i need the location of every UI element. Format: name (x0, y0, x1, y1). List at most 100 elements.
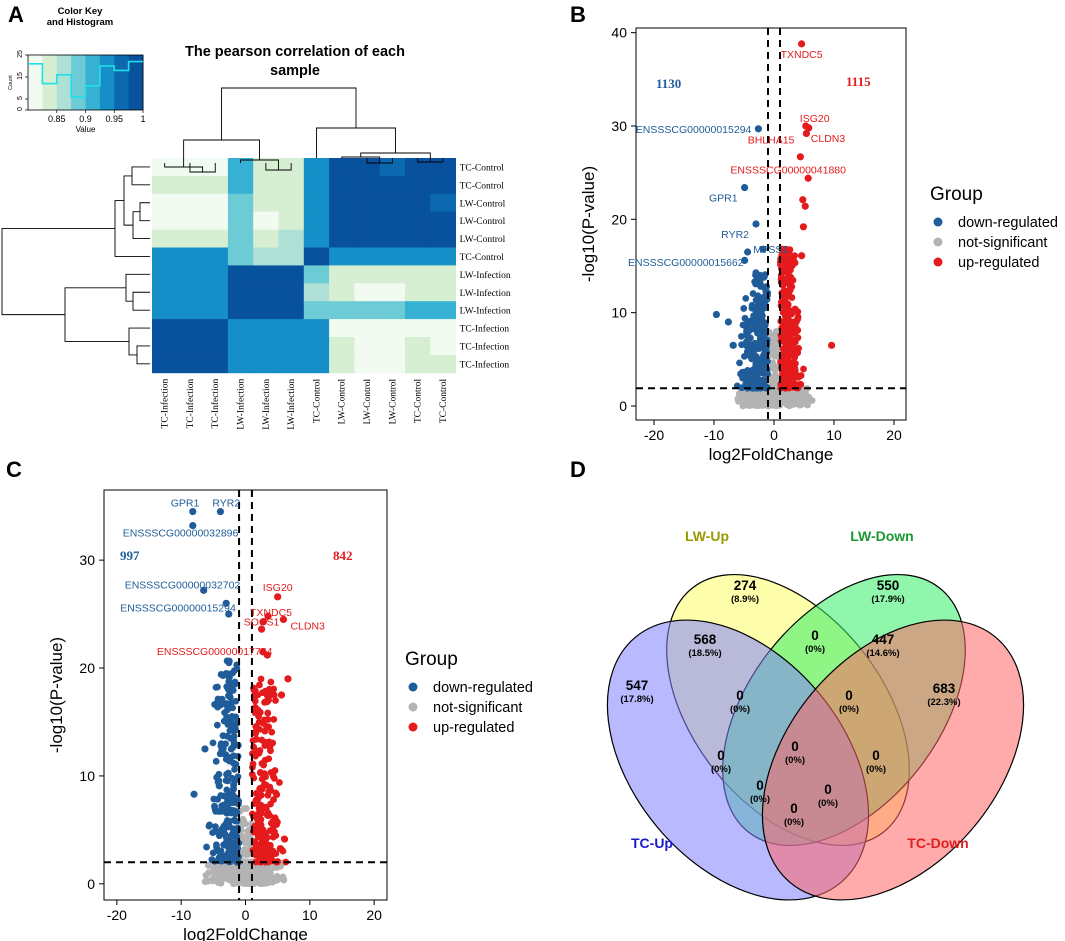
point-up-regulated (267, 678, 275, 686)
point-down-regulated (222, 842, 230, 849)
point-up-regulated (252, 723, 260, 730)
heatmap-cell (379, 265, 406, 284)
point-not-significant (790, 401, 797, 408)
heatmap-cell (329, 175, 355, 195)
heatmap-cell (253, 193, 279, 213)
heatmap-cell (253, 301, 279, 320)
heatmap-cell (379, 283, 406, 302)
heatmap-cell (329, 193, 355, 213)
heatmap-cell (227, 211, 254, 230)
heatmap-cell (379, 337, 406, 356)
point-up-regulated (805, 124, 813, 132)
point-up-regulated (258, 775, 266, 783)
heatmap-col-dendrogram-branch (316, 127, 396, 158)
point-up-regulated (259, 783, 267, 791)
point-down-regulated (218, 825, 226, 833)
heatmap-cell (329, 354, 355, 374)
point-down-regulated (752, 271, 759, 279)
y-tick-label: 10 (79, 768, 95, 784)
point-up-regulated (263, 691, 271, 699)
venn-region-percent: (0%) (784, 817, 804, 828)
point-down-regulated (228, 832, 235, 840)
venn-set-tc-down (761, 619, 1025, 901)
point-up-regulated (254, 691, 262, 699)
heatmap-row-label: LW-Control (460, 199, 506, 209)
legend-item: up-regulated (958, 255, 1039, 271)
heatmap-row-dendrogram-branch (132, 291, 150, 311)
y-axis-label: -log10(P-value) (579, 166, 598, 282)
gene-label: ENSSSCG00000032896 (123, 528, 239, 540)
point-not-significant (231, 879, 238, 887)
point-up-regulated (248, 810, 256, 818)
point-not-significant (734, 395, 742, 403)
venn-set-label: TC-Up (631, 835, 673, 851)
heatmap-cell (202, 175, 229, 195)
venn-region-count: 547 (626, 678, 649, 693)
point-up-regulated (780, 354, 788, 361)
x-tick-label: 10 (302, 907, 318, 923)
point-up-regulated (796, 381, 803, 389)
heatmap-cell (379, 247, 406, 266)
heatmap-cell (430, 175, 456, 195)
point-not-significant (770, 345, 778, 353)
point-not-significant (241, 833, 249, 841)
point-up-regulated (794, 334, 802, 342)
point-down-regulated (764, 357, 771, 365)
heatmap-cell (329, 319, 355, 338)
point-not-significant (242, 879, 250, 886)
point-down-regulated (752, 220, 760, 228)
point-down-regulated (209, 849, 217, 857)
heatmap-cell (354, 301, 381, 320)
point-not-significant (253, 874, 261, 882)
heatmap-cell (303, 265, 330, 284)
color-key-swatch (114, 55, 130, 110)
panel-a-heatmap: A Color Key and Histogram 0 5 15 25 Count 0.85 0… (0, 0, 520, 450)
y-tick-label: 0 (619, 398, 627, 414)
gene-label: RYR2 (212, 498, 240, 510)
point-up-regulated (259, 618, 268, 626)
point-up-regulated (274, 593, 282, 601)
gene-label: GPR1 (709, 193, 738, 205)
point-down-regulated (219, 672, 227, 680)
heatmap-cell (202, 354, 229, 374)
point-up-regulated (828, 341, 836, 349)
point-down-regulated (741, 256, 749, 264)
point-not-significant (769, 401, 777, 409)
point-down-regulated (229, 686, 237, 694)
point-down-regulated (755, 308, 763, 316)
point-down-regulated (227, 745, 235, 753)
point-not-significant (239, 872, 246, 880)
point-down-regulated (189, 507, 197, 516)
point-up-regulated (273, 791, 281, 799)
x-tick-label: -20 (644, 427, 664, 443)
venn-region-count: 274 (734, 578, 757, 593)
point-down-regulated (229, 704, 237, 712)
venn-region-count: 0 (872, 748, 880, 763)
heatmap-cell (278, 247, 305, 266)
point-up-regulated (783, 262, 791, 270)
heatmap-cell (354, 193, 381, 213)
point-up-regulated (254, 800, 262, 808)
point-down-regulated (201, 745, 209, 753)
y-tick-label: 30 (79, 552, 95, 568)
heatmap-cell (329, 265, 355, 284)
point-down-regulated (741, 184, 749, 192)
point-down-regulated (743, 328, 750, 335)
point-not-significant (241, 847, 249, 854)
gene-label: ENSSSCG00000032702 (125, 579, 241, 591)
y-tick-label: 30 (611, 118, 627, 134)
venn-region-percent: (0%) (730, 704, 750, 715)
point-not-significant (238, 821, 246, 828)
heatmap-cell (253, 265, 279, 284)
point-down-regulated (218, 807, 226, 815)
heatmap-row-label: TC-Control (460, 181, 505, 191)
heatmap-col-label: TC-Infection (185, 379, 196, 429)
point-up-regulated (267, 786, 274, 794)
legend-marker (933, 217, 943, 227)
heatmap-cell (202, 211, 229, 230)
point-down-regulated (230, 845, 237, 852)
venn-region-count: 0 (791, 739, 799, 754)
heatmap-row-dendrogram-branch (136, 345, 150, 365)
point-down-regulated (763, 369, 771, 377)
point-up-regulated (272, 817, 280, 824)
